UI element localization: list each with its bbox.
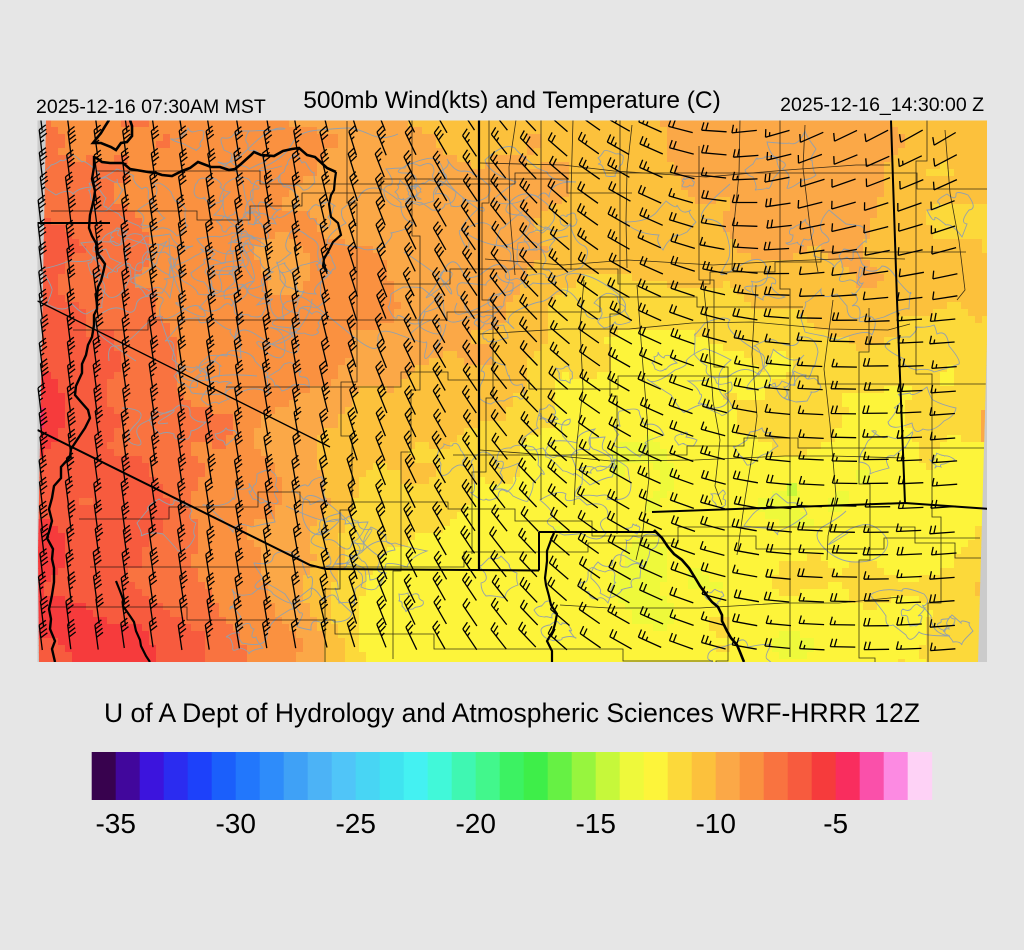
svg-text:-5: -5: [823, 808, 848, 839]
svg-text:2025-12-16 07:30AM MST: 2025-12-16 07:30AM MST: [36, 96, 266, 118]
svg-text:2025-12-16_14:30:00 Z: 2025-12-16_14:30:00 Z: [780, 94, 984, 116]
svg-text:-15: -15: [575, 808, 615, 839]
svg-text:-25: -25: [335, 808, 375, 839]
svg-text:-20: -20: [455, 808, 495, 839]
svg-text:-30: -30: [215, 808, 255, 839]
svg-text:-35: -35: [95, 808, 135, 839]
svg-text:500mb Wind(kts) and Temperatur: 500mb Wind(kts) and Temperature (C): [303, 87, 721, 114]
svg-text:-10: -10: [695, 808, 735, 839]
svg-text:U of A Dept of Hydrology and A: U of A Dept of Hydrology and Atmospheric…: [104, 698, 920, 728]
